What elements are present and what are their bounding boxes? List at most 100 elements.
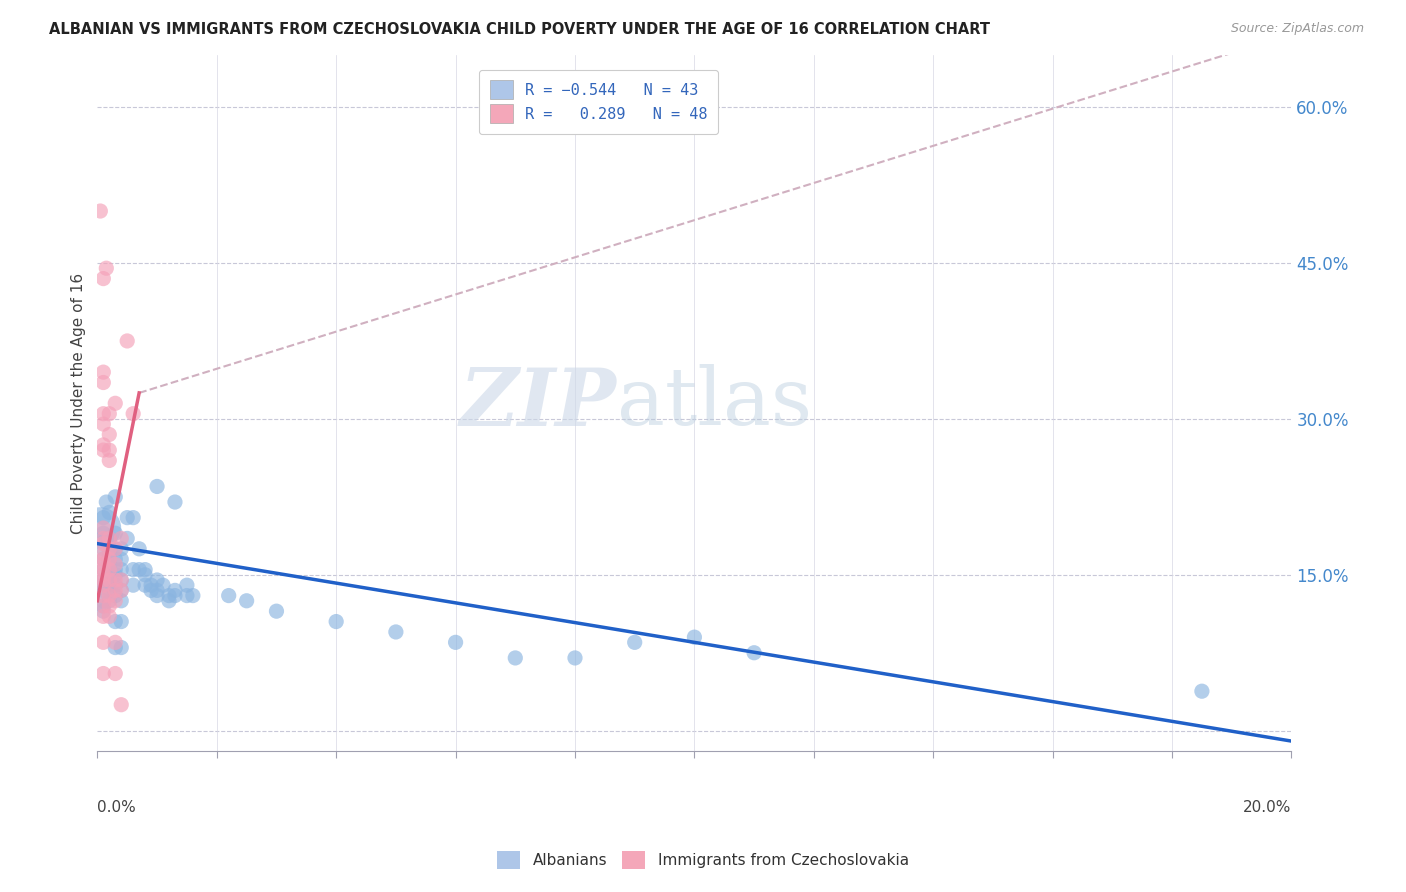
Text: 0.0%: 0.0%	[97, 800, 136, 815]
Point	[163, 589, 186, 603]
Point	[91, 604, 114, 618]
Text: atlas: atlas	[617, 364, 811, 442]
Point	[91, 589, 114, 603]
Point	[139, 583, 162, 598]
Point	[91, 376, 114, 390]
Point	[104, 396, 127, 410]
Point	[110, 563, 132, 577]
Point	[98, 547, 121, 561]
Point	[91, 552, 114, 566]
Point	[122, 563, 145, 577]
Point	[98, 558, 121, 572]
Point	[139, 578, 162, 592]
Point	[104, 635, 127, 649]
Point	[385, 624, 408, 639]
Point	[98, 567, 121, 582]
Point	[98, 563, 121, 577]
Legend: Albanians, Immigrants from Czechoslovakia: Albanians, Immigrants from Czechoslovaki…	[491, 845, 915, 875]
Point	[115, 510, 138, 524]
Point	[98, 599, 121, 613]
Point	[134, 567, 156, 582]
Point	[98, 443, 121, 458]
Point	[1191, 684, 1213, 698]
Point	[218, 589, 240, 603]
Point	[91, 536, 114, 550]
Point	[110, 594, 132, 608]
Point	[91, 666, 114, 681]
Point	[104, 563, 127, 577]
Point	[104, 567, 127, 582]
Point	[91, 526, 114, 541]
Point	[128, 563, 150, 577]
Point	[444, 635, 467, 649]
Point	[134, 563, 156, 577]
Point	[104, 541, 127, 556]
Point	[122, 578, 145, 592]
Point	[104, 640, 127, 655]
Point	[98, 573, 121, 587]
Point	[503, 651, 526, 665]
Point	[91, 578, 114, 592]
Point	[104, 573, 127, 587]
Point	[98, 453, 121, 467]
Point	[110, 573, 132, 587]
Point	[101, 541, 124, 556]
Point	[122, 510, 145, 524]
Point	[235, 594, 257, 608]
Point	[104, 490, 127, 504]
Point	[122, 407, 145, 421]
Point	[98, 532, 121, 546]
Point	[91, 563, 114, 577]
Point	[181, 589, 204, 603]
Point	[91, 567, 114, 582]
Point	[98, 573, 121, 587]
Point	[104, 589, 127, 603]
Point	[98, 427, 121, 442]
Point	[91, 599, 114, 613]
Point	[91, 443, 114, 458]
Point	[115, 532, 138, 546]
Point	[110, 552, 132, 566]
Point	[89, 521, 111, 535]
Point	[110, 615, 132, 629]
Point	[91, 541, 114, 556]
Point	[91, 547, 114, 561]
Point	[163, 495, 186, 509]
Point	[152, 578, 174, 592]
Point	[98, 407, 121, 421]
Point	[110, 541, 132, 556]
Point	[146, 583, 169, 598]
Point	[98, 541, 121, 556]
Point	[176, 578, 198, 592]
Point	[176, 589, 198, 603]
Point	[683, 630, 706, 644]
Point	[96, 495, 118, 509]
Point	[104, 594, 127, 608]
Point	[115, 334, 138, 348]
Point	[146, 573, 169, 587]
Point	[98, 552, 121, 566]
Point	[146, 589, 169, 603]
Point	[91, 635, 114, 649]
Point	[110, 698, 132, 712]
Point	[91, 365, 114, 379]
Point	[104, 615, 127, 629]
Point	[91, 558, 114, 572]
Point	[623, 635, 645, 649]
Point	[266, 604, 288, 618]
Point	[91, 594, 114, 608]
Point	[91, 417, 114, 431]
Text: 20.0%: 20.0%	[1243, 800, 1292, 815]
Point	[128, 541, 150, 556]
Point	[91, 510, 114, 524]
Point	[98, 505, 121, 519]
Point	[91, 609, 114, 624]
Y-axis label: Child Poverty Under the Age of 16: Child Poverty Under the Age of 16	[72, 273, 86, 534]
Text: ZIP: ZIP	[460, 365, 617, 442]
Point	[98, 583, 121, 598]
Point	[325, 615, 347, 629]
Point	[98, 552, 121, 566]
Point	[146, 479, 169, 493]
Point	[91, 438, 114, 452]
Text: ALBANIAN VS IMMIGRANTS FROM CZECHOSLOVAKIA CHILD POVERTY UNDER THE AGE OF 16 COR: ALBANIAN VS IMMIGRANTS FROM CZECHOSLOVAK…	[49, 22, 990, 37]
